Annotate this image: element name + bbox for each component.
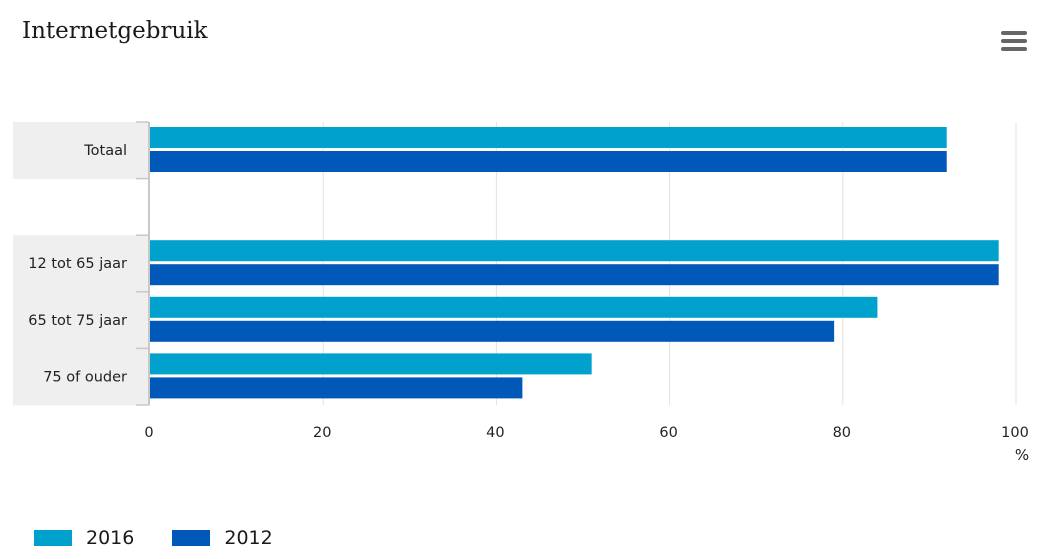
bar-chart: Totaal 12 tot 65 jaar 65 tot 75 jaar 75 of … (13, 121, 1029, 464)
x-tick-label: 80 (833, 425, 851, 441)
category-label: 12 tot 65 jaar (28, 256, 127, 272)
x-tick-label: 40 (486, 425, 504, 441)
x-axis-label: % (1015, 446, 1029, 464)
legend-swatch-2016 (34, 530, 72, 546)
chart-title: Internetgebruik (22, 18, 208, 44)
category-label: 65 tot 75 jaar (28, 313, 127, 329)
category-label: Totaal (83, 143, 127, 159)
x-tick-label: 0 (144, 425, 153, 441)
x-tick-label: 100 (1001, 425, 1029, 441)
x-tick-label: 20 (313, 425, 331, 441)
legend-swatch-2012 (172, 530, 211, 546)
legend-item-2016[interactable]: 2016 (34, 527, 134, 549)
bar-2016 (150, 240, 999, 262)
category-label: 75 of ouder (43, 369, 127, 385)
menu-line (1001, 47, 1027, 51)
legend-label-2016: 2016 (86, 527, 135, 549)
bar-2016 (150, 353, 592, 375)
category-band (13, 348, 150, 406)
menu-line (1001, 39, 1027, 43)
x-tick-label: 60 (659, 425, 677, 441)
hamburger-menu-icon[interactable] (998, 28, 1030, 56)
bar-2016 (150, 296, 878, 318)
bar-2012 (150, 151, 947, 172)
bar-2012 (150, 320, 835, 342)
legend: 2016 2012 (34, 524, 311, 552)
menu-line (1001, 31, 1027, 35)
legend-item-2012[interactable]: 2012 (172, 527, 273, 549)
legend-label-2012: 2012 (224, 527, 273, 549)
category-band (13, 122, 150, 180)
bar-2012 (150, 377, 523, 399)
category-band (13, 235, 150, 293)
bar-2012 (150, 264, 999, 286)
bar-2016 (150, 127, 947, 148)
category-band (13, 291, 150, 349)
